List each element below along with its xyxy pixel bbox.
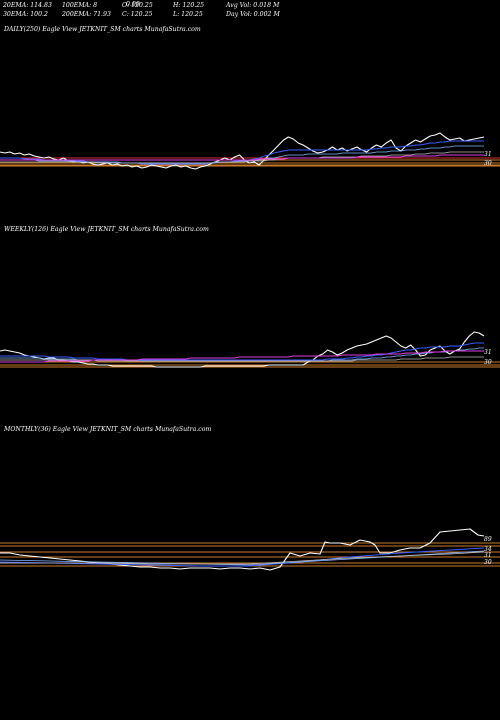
daily-chart-title: DAILY(250) Eagle View JETKNIT_SM charts … xyxy=(4,26,201,33)
series-line-1-price xyxy=(0,331,485,368)
header-low: L: 120.25 xyxy=(173,11,203,18)
header-close: C: 120.25 xyxy=(122,11,153,18)
header-ema20: 20EMA: 114.83 xyxy=(3,2,52,9)
level-label-2-1: 34 xyxy=(484,546,492,553)
header-high: H: 120.25 xyxy=(173,2,205,9)
level-label-2-3: 30 xyxy=(484,559,492,566)
series-line-2-ema_a xyxy=(0,547,485,567)
header-ema30: 30EMA: 100.2 xyxy=(3,11,48,18)
level-label-2-2: 31 xyxy=(484,552,492,559)
series-line-1-ema_a xyxy=(0,342,484,361)
header-dayvol: Day Vol: 0.002 M xyxy=(226,11,280,18)
series-line-1-ema_d xyxy=(0,350,484,363)
level-label-1-1: 30 xyxy=(484,359,492,366)
header-avgvol: Avg Vol: 0.018 M xyxy=(226,2,280,9)
header-ema200: 200EMA: 71.93 xyxy=(62,11,111,18)
level-label-0-1: 30 xyxy=(484,160,492,167)
level-label-2-0: 89 xyxy=(484,536,492,543)
header-overlap-text: 0.00 xyxy=(126,1,140,8)
series-line-1-ema_c xyxy=(0,356,484,362)
series-line-0-ema_c xyxy=(0,151,484,164)
series-line-0-ema_d xyxy=(0,154,484,161)
weekly-chart-title: WEEKLY(126) Eagle View JETKNIT_SM charts… xyxy=(4,226,209,233)
series-line-0-ema_a xyxy=(0,140,484,165)
series-line-2-ema_c xyxy=(0,551,485,565)
monthly-chart-title: MONTHLY(36) Eagle View JETKNIT_SM charts… xyxy=(4,426,212,433)
series-line-0-price xyxy=(0,132,485,170)
header-open: O: 120.25 xyxy=(122,2,153,9)
level-label-0-0: 31 xyxy=(484,151,492,158)
header-ema100: 100EMA: 8 xyxy=(62,2,98,9)
level-label-1-0: 31 xyxy=(484,349,492,356)
